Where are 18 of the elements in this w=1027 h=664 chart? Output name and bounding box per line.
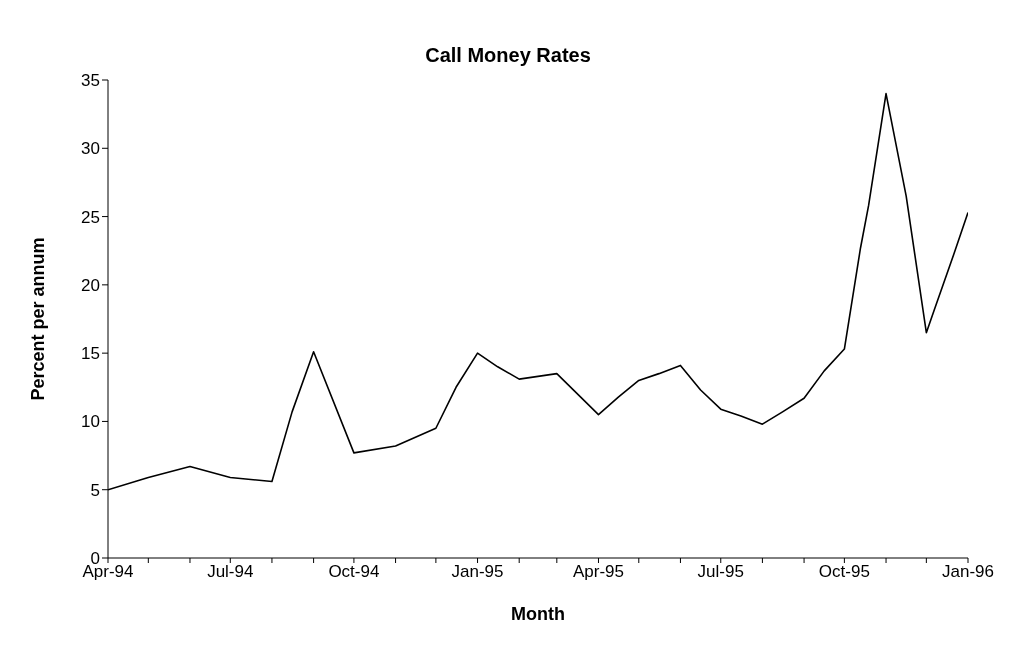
y-tick-label: 5 — [90, 480, 100, 500]
y-tick-label: 20 — [81, 275, 100, 295]
y-tick-label: 10 — [81, 412, 100, 432]
x-tick-label: Oct-95 — [818, 562, 870, 582]
x-tick-label: Jul-94 — [207, 562, 254, 582]
y-tick-label: 0 — [90, 549, 100, 569]
y-tick-label: 30 — [81, 139, 100, 159]
x-tick-label: Apr-95 — [572, 562, 624, 582]
y-tick-label: 25 — [81, 207, 100, 227]
x-tick-label: Jan-95 — [451, 562, 504, 582]
x-tick-label: Jul-95 — [697, 562, 744, 582]
y-tick-label: 15 — [81, 344, 100, 364]
x-axis-title: Month — [511, 604, 565, 624]
y-tick-label: 35 — [81, 71, 100, 91]
x-tick-label: Jan-96 — [942, 562, 994, 582]
chart-title: Call Money Rates — [424, 43, 592, 68]
y-axis-title: Percent per annum — [28, 237, 49, 401]
x-tick-label: Oct-94 — [328, 562, 380, 582]
